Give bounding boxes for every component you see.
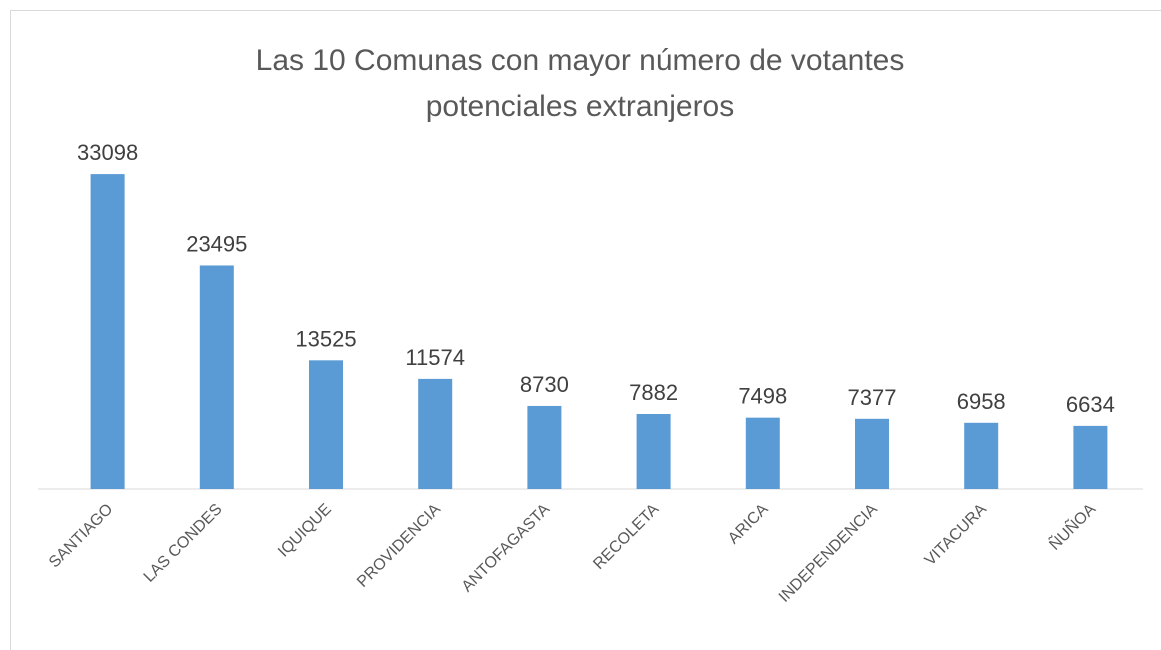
data-label: 13525 — [295, 326, 356, 351]
bar — [745, 417, 780, 489]
bar — [636, 414, 671, 489]
bar — [309, 360, 343, 489]
chart-frame — [10, 10, 1161, 650]
chart-title: Las 10 Comunas con mayor número de votan… — [255, 44, 905, 123]
x-tick-label: VITACURA — [922, 501, 991, 570]
x-tick-label: PROVIDENCIA — [354, 501, 444, 591]
data-label: 6958 — [957, 389, 1006, 414]
x-tick-label: ARICA — [725, 501, 772, 548]
data-label: 6634 — [1066, 392, 1115, 417]
data-label: 23495 — [186, 231, 247, 256]
data-label: 7377 — [848, 385, 897, 410]
data-label: 7498 — [738, 384, 787, 409]
bar — [418, 378, 453, 489]
bar — [527, 405, 562, 489]
x-tick-label: RECOLETA — [590, 501, 662, 573]
x-tick-label: ANTOFAGASTA — [459, 501, 554, 596]
bar — [90, 174, 125, 489]
x-tick-label: ÑUÑOA — [1044, 498, 1099, 553]
x-tick-label: IQUIQUE — [275, 501, 335, 561]
data-label: 8730 — [520, 372, 569, 397]
bar — [855, 418, 889, 489]
data-label: 11574 — [405, 345, 465, 370]
x-tick-label: LAS CONDES — [141, 501, 226, 586]
data-label: 33098 — [77, 140, 138, 165]
data-label: 7882 — [629, 380, 678, 405]
bar — [1073, 425, 1108, 489]
x-tick-label: SANTIAGO — [46, 501, 116, 571]
bar — [199, 265, 234, 489]
bar — [964, 422, 999, 489]
x-tick-label: INDEPENDENCIA — [776, 501, 881, 606]
